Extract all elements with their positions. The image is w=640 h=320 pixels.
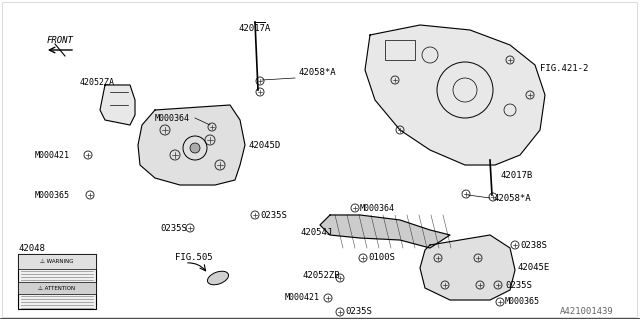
Text: 42048: 42048 — [18, 244, 45, 252]
Text: 0238S: 0238S — [520, 241, 547, 250]
Polygon shape — [138, 105, 245, 185]
Polygon shape — [365, 25, 545, 165]
Text: 42045E: 42045E — [518, 263, 550, 273]
Text: ⚠ WARNING: ⚠ WARNING — [40, 259, 74, 264]
Polygon shape — [100, 85, 135, 125]
Text: 0235S: 0235S — [505, 281, 532, 290]
Text: FRONT: FRONT — [47, 36, 74, 44]
Text: 0235S: 0235S — [160, 223, 187, 233]
Text: M000365: M000365 — [35, 190, 70, 199]
Text: 42052ZA: 42052ZA — [80, 77, 115, 86]
Text: M000364: M000364 — [360, 204, 395, 212]
Text: 42017A: 42017A — [238, 23, 270, 33]
Text: 42058*A: 42058*A — [298, 68, 335, 76]
Text: M000421: M000421 — [35, 150, 70, 159]
Text: 0100S: 0100S — [368, 253, 395, 262]
Text: 42045D: 42045D — [248, 140, 280, 149]
Text: FIG.505: FIG.505 — [175, 253, 212, 262]
Bar — [18, 254, 96, 269]
Text: M000364: M000364 — [155, 114, 190, 123]
Text: M000421: M000421 — [285, 293, 320, 302]
Text: 42054J: 42054J — [300, 228, 332, 236]
Polygon shape — [320, 215, 450, 248]
Text: M000365: M000365 — [505, 298, 540, 307]
Text: A421001439: A421001439 — [560, 308, 614, 316]
Polygon shape — [420, 235, 515, 300]
Ellipse shape — [207, 271, 228, 285]
Bar — [18, 282, 96, 294]
Text: ⚠ ATTENTION: ⚠ ATTENTION — [38, 285, 76, 291]
Text: 42058*A: 42058*A — [493, 194, 531, 203]
Bar — [385, 40, 415, 60]
Text: 42052ZB: 42052ZB — [302, 270, 340, 279]
Text: 0235S: 0235S — [345, 308, 372, 316]
Circle shape — [190, 143, 200, 153]
Text: 42017B: 42017B — [500, 171, 532, 180]
Bar — [18, 254, 96, 309]
Text: FIG.421-2: FIG.421-2 — [540, 63, 588, 73]
Text: 0235S: 0235S — [260, 211, 287, 220]
